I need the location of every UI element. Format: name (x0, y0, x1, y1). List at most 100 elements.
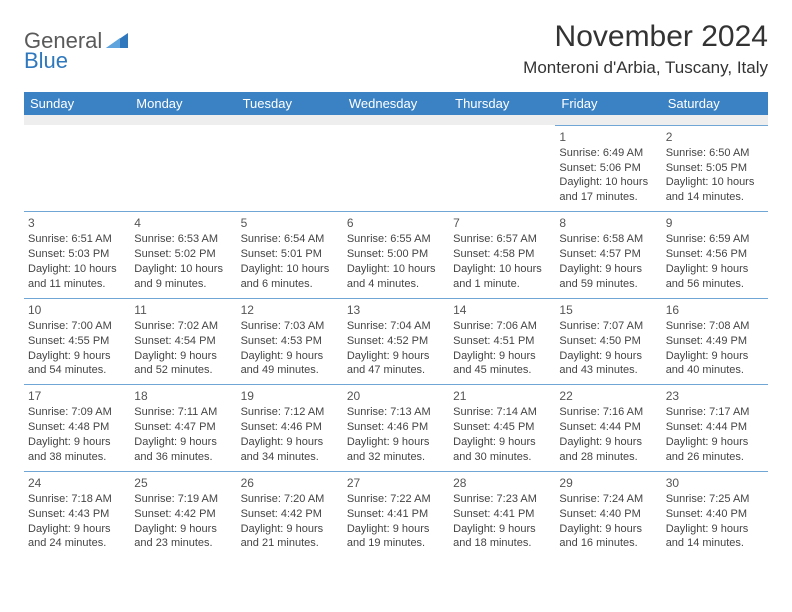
calendar-page: General November 2024 Monteroni d'Arbia,… (0, 0, 792, 577)
sunrise-text: Sunrise: 7:14 AM (453, 405, 551, 420)
calendar-week: 17Sunrise: 7:09 AMSunset: 4:48 PMDayligh… (24, 385, 768, 472)
daylight-text: Daylight: 9 hours and 21 minutes. (241, 522, 339, 552)
calendar-cell: 8Sunrise: 6:58 AMSunset: 4:57 PMDaylight… (555, 212, 661, 299)
calendar-cell: 20Sunrise: 7:13 AMSunset: 4:46 PMDayligh… (343, 385, 449, 472)
sunrise-text: Sunrise: 7:13 AM (347, 405, 445, 420)
sunset-text: Sunset: 5:06 PM (559, 161, 657, 176)
sunset-text: Sunset: 4:44 PM (666, 420, 764, 435)
sunrise-text: Sunrise: 7:20 AM (241, 492, 339, 507)
daylight-text: Daylight: 10 hours and 1 minute. (453, 262, 551, 292)
page-header: General November 2024 Monteroni d'Arbia,… (24, 20, 768, 78)
day-number: 17 (28, 388, 126, 404)
title-block: November 2024 Monteroni d'Arbia, Tuscany… (523, 20, 768, 78)
sunset-text: Sunset: 4:50 PM (559, 334, 657, 349)
sunset-text: Sunset: 4:47 PM (134, 420, 232, 435)
sunset-text: Sunset: 4:45 PM (453, 420, 551, 435)
sunrise-text: Sunrise: 7:17 AM (666, 405, 764, 420)
sunrise-text: Sunrise: 7:08 AM (666, 319, 764, 334)
calendar-cell: 10Sunrise: 7:00 AMSunset: 4:55 PMDayligh… (24, 298, 130, 385)
day-number: 4 (134, 215, 232, 231)
day-number: 7 (453, 215, 551, 231)
day-number: 25 (134, 475, 232, 491)
day-number: 24 (28, 475, 126, 491)
day-header: Friday (555, 92, 661, 115)
sunrise-text: Sunrise: 6:53 AM (134, 232, 232, 247)
daylight-text: Daylight: 10 hours and 11 minutes. (28, 262, 126, 292)
day-number: 10 (28, 302, 126, 318)
calendar-head: Sunday Monday Tuesday Wednesday Thursday… (24, 92, 768, 125)
calendar-cell: 18Sunrise: 7:11 AMSunset: 4:47 PMDayligh… (130, 385, 236, 472)
day-header: Wednesday (343, 92, 449, 115)
calendar-cell: 16Sunrise: 7:08 AMSunset: 4:49 PMDayligh… (662, 298, 768, 385)
location-text: Monteroni d'Arbia, Tuscany, Italy (523, 58, 768, 78)
sunset-text: Sunset: 4:44 PM (559, 420, 657, 435)
day-number: 8 (559, 215, 657, 231)
sunrise-text: Sunrise: 6:50 AM (666, 146, 764, 161)
daylight-text: Daylight: 9 hours and 45 minutes. (453, 349, 551, 379)
calendar-cell: 14Sunrise: 7:06 AMSunset: 4:51 PMDayligh… (449, 298, 555, 385)
sunset-text: Sunset: 4:43 PM (28, 507, 126, 522)
logo-triangle-icon (106, 30, 128, 53)
calendar-cell: 12Sunrise: 7:03 AMSunset: 4:53 PMDayligh… (237, 298, 343, 385)
calendar-cell: 28Sunrise: 7:23 AMSunset: 4:41 PMDayligh… (449, 471, 555, 557)
sunset-text: Sunset: 4:57 PM (559, 247, 657, 262)
daylight-text: Daylight: 9 hours and 28 minutes. (559, 435, 657, 465)
sunset-text: Sunset: 4:40 PM (666, 507, 764, 522)
sunset-text: Sunset: 4:42 PM (241, 507, 339, 522)
sunrise-text: Sunrise: 6:51 AM (28, 232, 126, 247)
daylight-text: Daylight: 9 hours and 24 minutes. (28, 522, 126, 552)
month-title: November 2024 (523, 20, 768, 54)
sunrise-text: Sunrise: 7:00 AM (28, 319, 126, 334)
daylight-text: Daylight: 9 hours and 26 minutes. (666, 435, 764, 465)
daylight-text: Daylight: 9 hours and 18 minutes. (453, 522, 551, 552)
calendar-cell: 24Sunrise: 7:18 AMSunset: 4:43 PMDayligh… (24, 471, 130, 557)
daylight-text: Daylight: 10 hours and 4 minutes. (347, 262, 445, 292)
daylight-text: Daylight: 9 hours and 30 minutes. (453, 435, 551, 465)
day-number: 30 (666, 475, 764, 491)
calendar-cell: 1Sunrise: 6:49 AMSunset: 5:06 PMDaylight… (555, 125, 661, 212)
day-number: 23 (666, 388, 764, 404)
sunset-text: Sunset: 5:00 PM (347, 247, 445, 262)
sunset-text: Sunset: 4:55 PM (28, 334, 126, 349)
sunset-text: Sunset: 5:01 PM (241, 247, 339, 262)
day-number: 2 (666, 129, 764, 145)
sunrise-text: Sunrise: 7:04 AM (347, 319, 445, 334)
sunset-text: Sunset: 5:03 PM (28, 247, 126, 262)
sunrise-text: Sunrise: 6:49 AM (559, 146, 657, 161)
calendar-cell: 22Sunrise: 7:16 AMSunset: 4:44 PMDayligh… (555, 385, 661, 472)
daylight-text: Daylight: 9 hours and 34 minutes. (241, 435, 339, 465)
calendar-cell: 15Sunrise: 7:07 AMSunset: 4:50 PMDayligh… (555, 298, 661, 385)
daylight-text: Daylight: 9 hours and 16 minutes. (559, 522, 657, 552)
calendar-body: 1Sunrise: 6:49 AMSunset: 5:06 PMDaylight… (24, 125, 768, 557)
day-number: 11 (134, 302, 232, 318)
sunrise-text: Sunrise: 7:11 AM (134, 405, 232, 420)
day-number: 15 (559, 302, 657, 318)
daylight-text: Daylight: 10 hours and 17 minutes. (559, 175, 657, 205)
sunset-text: Sunset: 4:58 PM (453, 247, 551, 262)
daylight-text: Daylight: 9 hours and 38 minutes. (28, 435, 126, 465)
calendar-cell: 21Sunrise: 7:14 AMSunset: 4:45 PMDayligh… (449, 385, 555, 472)
day-number: 9 (666, 215, 764, 231)
sunset-text: Sunset: 4:52 PM (347, 334, 445, 349)
day-number: 18 (134, 388, 232, 404)
calendar-week: 24Sunrise: 7:18 AMSunset: 4:43 PMDayligh… (24, 471, 768, 557)
daylight-text: Daylight: 9 hours and 49 minutes. (241, 349, 339, 379)
daylight-text: Daylight: 9 hours and 23 minutes. (134, 522, 232, 552)
sunset-text: Sunset: 4:42 PM (134, 507, 232, 522)
day-number: 1 (559, 129, 657, 145)
sunrise-text: Sunrise: 7:16 AM (559, 405, 657, 420)
calendar-cell: 3Sunrise: 6:51 AMSunset: 5:03 PMDaylight… (24, 212, 130, 299)
sunrise-text: Sunrise: 7:07 AM (559, 319, 657, 334)
sunrise-text: Sunrise: 7:18 AM (28, 492, 126, 507)
calendar-cell (449, 125, 555, 212)
day-header: Saturday (662, 92, 768, 115)
day-number: 29 (559, 475, 657, 491)
calendar-cell (130, 125, 236, 212)
calendar-cell (343, 125, 449, 212)
calendar-cell: 2Sunrise: 6:50 AMSunset: 5:05 PMDaylight… (662, 125, 768, 212)
day-number: 3 (28, 215, 126, 231)
daylight-text: Daylight: 9 hours and 40 minutes. (666, 349, 764, 379)
sunset-text: Sunset: 4:51 PM (453, 334, 551, 349)
calendar-cell: 4Sunrise: 6:53 AMSunset: 5:02 PMDaylight… (130, 212, 236, 299)
calendar-cell: 6Sunrise: 6:55 AMSunset: 5:00 PMDaylight… (343, 212, 449, 299)
